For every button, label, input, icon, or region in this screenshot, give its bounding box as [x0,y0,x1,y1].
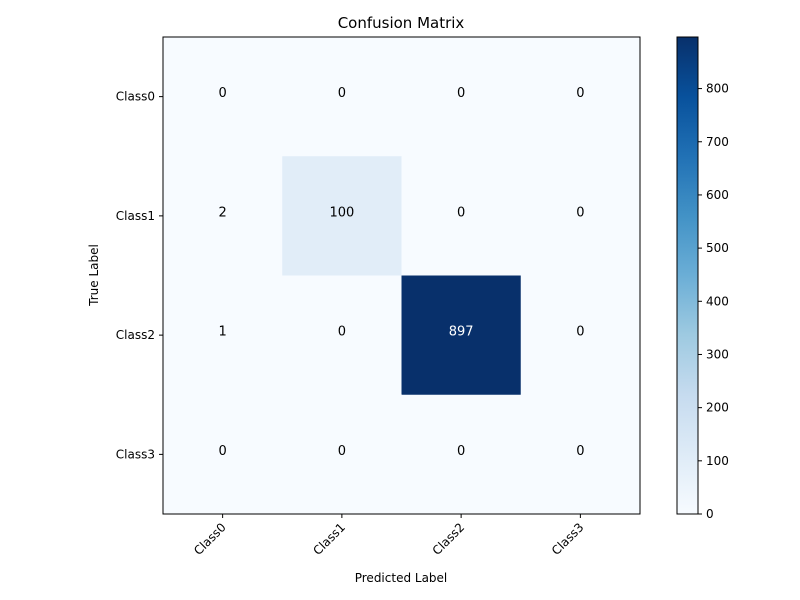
colorbar-tick-label: 600 [706,188,729,202]
colorbar-tick-label: 100 [706,454,729,468]
cell-value-label: 0 [338,444,346,459]
y-tick-label: Class2 [116,328,155,342]
heatmap-cell [520,394,641,515]
cell-value-label: 0 [576,444,584,459]
colorbar-tick-label: 500 [706,241,729,255]
y-tick-label: Class3 [116,447,155,461]
cell-value-label: 0 [218,444,226,459]
colorbar-tick-label: 0 [706,507,714,521]
cell-value-labels: 0 0 0 0 2 100 0 0 1 0 897 0 0 0 0 0 [218,86,584,459]
plot-frame [162,36,641,515]
heatmap-cells [163,37,641,515]
y-axis-label: True Label [87,244,101,307]
colorbar-ticks: 0 100 200 300 400 500 600 700 800 [698,82,729,521]
y-tick-label: Class0 [116,90,155,104]
chart-title: Confusion Matrix [338,14,465,32]
cell-value-label: 0 [576,325,584,340]
heatmap-cell [282,156,402,276]
heatmap-cell [163,275,283,396]
heatmap-cell [163,394,283,515]
colorbar-tick-label: 200 [706,401,729,415]
cell-value-label: 0 [218,86,226,101]
x-axis-label: Predicted Label [355,571,448,585]
colorbar-tick-label: 400 [706,294,729,308]
colorbar-tick-label: 300 [706,347,729,361]
cell-value-label: 0 [457,205,465,220]
y-axis-ticks: Class0 Class1 Class2 Class3 [116,90,163,461]
y-tick-label: Class1 [116,209,155,223]
cell-value-label: 100 [329,205,354,220]
heatmap-cell [401,394,522,515]
heatmap-cell [401,275,522,396]
heatmap-cell [282,37,402,157]
colorbar-tick-label: 700 [706,135,729,149]
colorbar [676,36,699,515]
heatmap-cell [401,156,522,276]
cell-value-label: 897 [449,325,474,340]
heatmap-cell [401,37,522,157]
heatmap-cell [282,394,402,515]
heatmap-cell [282,275,402,396]
heatmap-cell [163,37,283,157]
cell-value-label: 0 [457,444,465,459]
cell-value-label: 0 [576,86,584,101]
heatmap-cell [520,37,641,157]
heatmap-cell [163,156,283,276]
cell-value-label: 0 [338,325,346,340]
cell-value-label: 0 [457,86,465,101]
cell-value-label: 1 [218,325,226,340]
heatmap-cell [520,156,641,276]
cell-value-label: 2 [218,205,226,220]
cell-value-label: 0 [338,86,346,101]
cell-value-label: 0 [576,205,584,220]
colorbar-tick-label: 800 [706,82,729,96]
colorbar-gradient [676,36,699,515]
heatmap-cell [520,275,641,396]
